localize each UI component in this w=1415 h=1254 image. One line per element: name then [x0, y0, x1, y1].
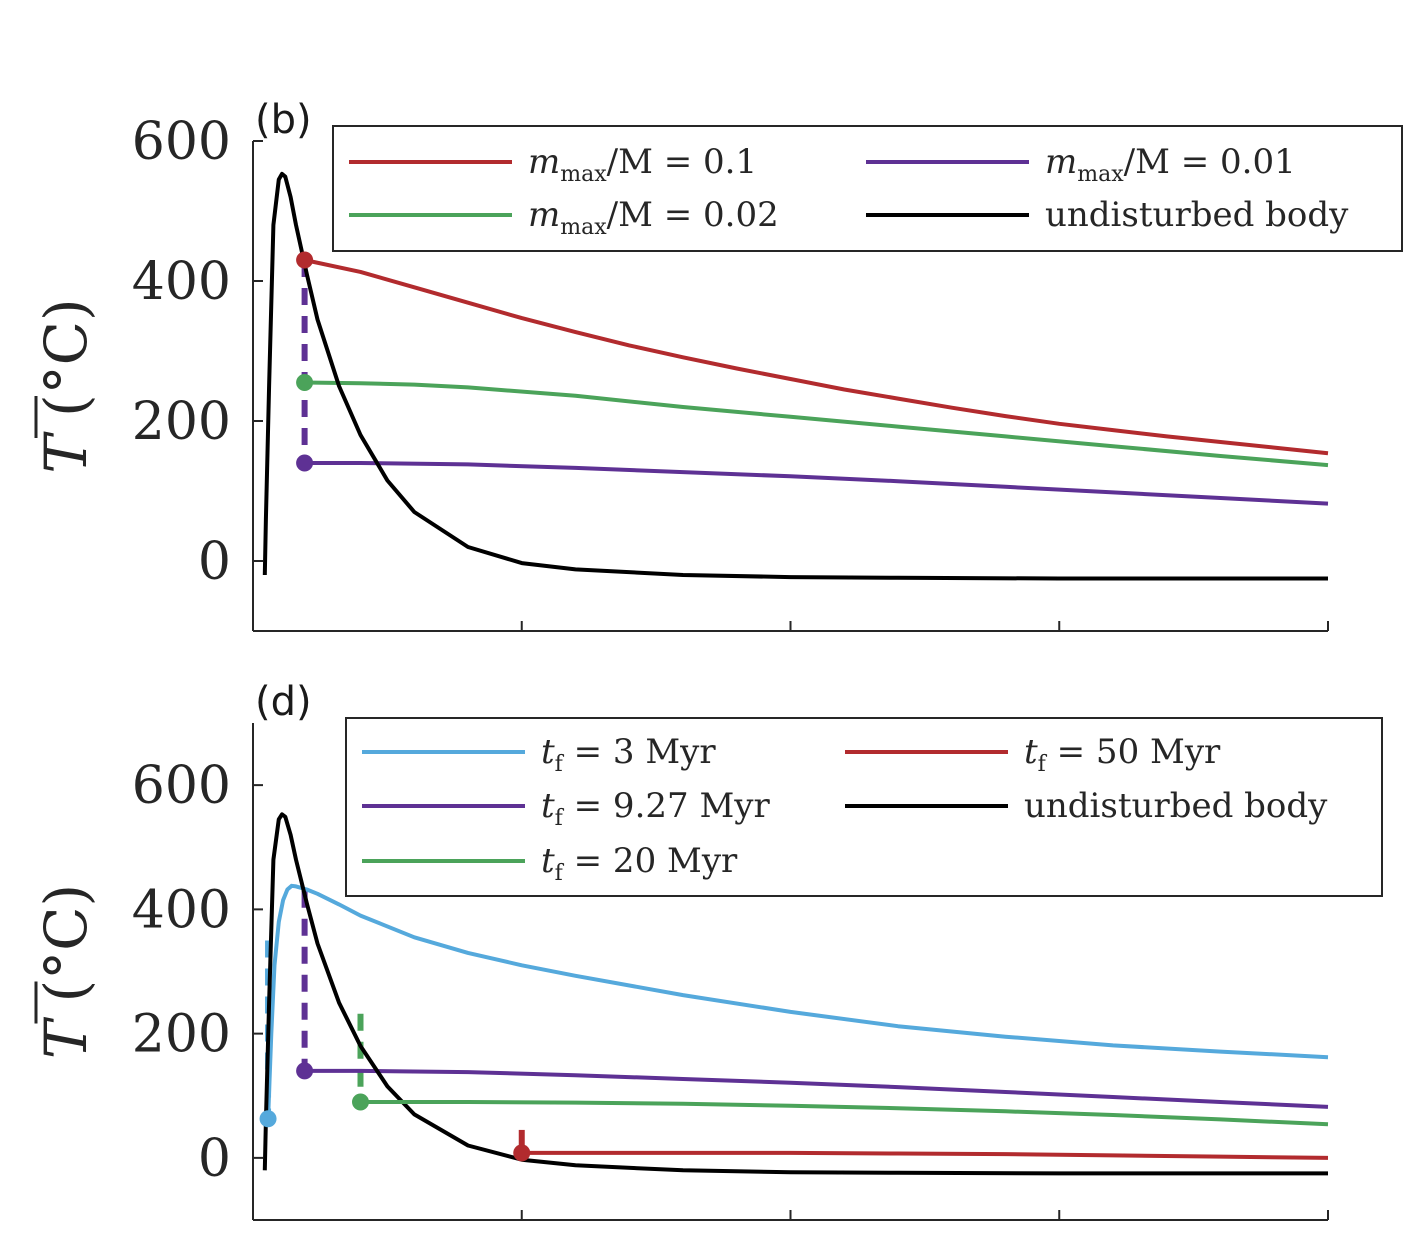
legend-entry-rest: /M = 0.01 — [1124, 142, 1296, 182]
legend-entry: mmax/M = 0.01 — [1045, 142, 1296, 187]
legend-entry-var: m — [1045, 142, 1077, 182]
panel-label: (d) — [255, 679, 312, 725]
series-marker — [296, 1062, 314, 1080]
legend-entry-sub: f — [555, 861, 565, 886]
legend-entry-sub: f — [555, 806, 565, 831]
y-axis-label-unit: (°C) — [32, 884, 100, 1003]
legend-entry: mmax/M = 0.02 — [528, 195, 779, 240]
series-marker — [513, 1144, 531, 1162]
series-line — [521, 1150, 1329, 1160]
series-line — [360, 1100, 1329, 1127]
legend-entry-sub: f — [1038, 752, 1048, 777]
legend-entry-rest: /M = 0.1 — [607, 142, 757, 182]
y-tick-label: 400 — [132, 880, 231, 940]
legend-entry: tf = 20 Myr — [541, 841, 738, 886]
series-line — [304, 1068, 1329, 1109]
y-axis-label: T (°C) — [32, 298, 100, 473]
legend-box — [332, 125, 1403, 252]
legend-entry-text: undisturbed body — [1024, 786, 1328, 826]
legend-entry-rest: = 3 Myr — [563, 732, 717, 772]
series-line — [262, 812, 1328, 1176]
y-tick-label: 600 — [132, 112, 231, 172]
panel-label: (b) — [255, 97, 312, 143]
series-line — [304, 461, 1329, 506]
legend-entry-var: t — [1024, 732, 1038, 772]
legend-entry: undisturbed body — [1045, 195, 1349, 235]
y-axis-label-symbol: T — [32, 431, 100, 474]
legend-entry-var: t — [541, 732, 555, 772]
y-axis-label-unit: (°C) — [32, 298, 100, 417]
legend-entry-sub: max — [560, 162, 607, 187]
series-line — [304, 380, 1329, 468]
series-marker — [259, 1110, 277, 1128]
legend-entry-text: undisturbed body — [1045, 195, 1349, 235]
legend-entry-sub: max — [560, 215, 607, 240]
legend-entry-rest: = 20 Myr — [563, 841, 738, 881]
series-line — [266, 883, 1329, 1119]
y-tick-label: 600 — [132, 756, 231, 816]
legend-entry-rest: = 9.27 Myr — [563, 786, 771, 826]
legend-entry: undisturbed body — [1024, 786, 1328, 826]
legend-entry: mmax/M = 0.1 — [528, 142, 757, 187]
legend-entry-var: m — [528, 142, 560, 182]
series-marker — [296, 454, 314, 472]
y-axis-label: T (°C) — [32, 884, 100, 1059]
legend-entry-var: t — [541, 786, 555, 826]
y-tick-label: 0 — [198, 532, 231, 592]
legend-entry-var: m — [528, 195, 560, 235]
y-tick-label: 0 — [198, 1129, 231, 1189]
legend-entry-sub: max — [1077, 162, 1124, 187]
y-axis-label-symbol: T — [32, 1016, 100, 1059]
legend-entry-var: t — [541, 841, 555, 881]
y-tick-label: 200 — [132, 1005, 231, 1065]
y-tick-label: 200 — [132, 392, 231, 452]
series-marker — [296, 374, 314, 391]
series-line — [262, 171, 1328, 581]
series-marker — [352, 1093, 369, 1111]
y-tick-label: 400 — [132, 252, 231, 312]
legend-entry-rest: = 50 Myr — [1046, 732, 1221, 772]
series-line — [304, 258, 1329, 456]
legend-entry-rest: /M = 0.02 — [607, 195, 779, 235]
series-marker — [296, 251, 314, 269]
legend-entry: tf = 50 Myr — [1024, 732, 1221, 777]
legend-entry: tf = 9.27 Myr — [541, 786, 770, 831]
legend-entry: tf = 3 Myr — [541, 732, 716, 777]
legend-entry-sub: f — [555, 752, 565, 777]
